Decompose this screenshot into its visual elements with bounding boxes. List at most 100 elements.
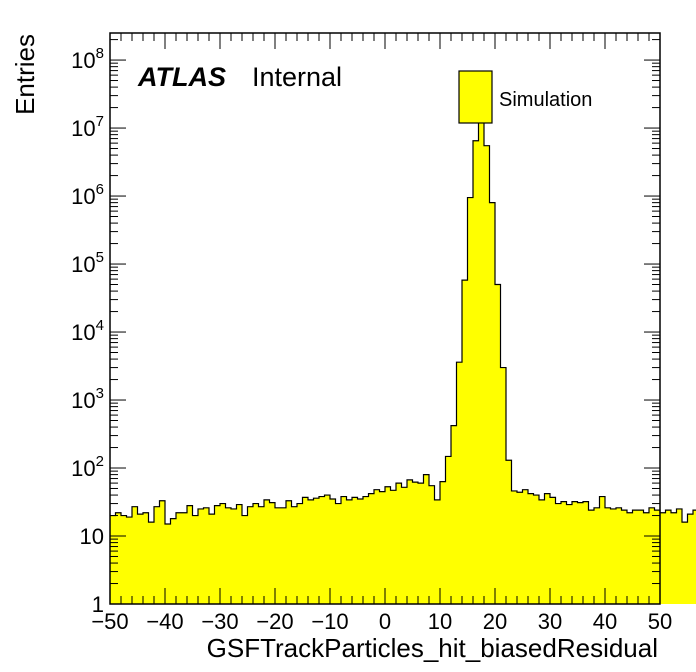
histogram-bar bbox=[605, 507, 611, 604]
histogram-bar bbox=[220, 503, 226, 604]
histogram-bar bbox=[253, 503, 259, 604]
histogram-bar bbox=[495, 284, 501, 604]
histogram-bar bbox=[654, 510, 661, 604]
histogram-bar bbox=[484, 145, 490, 604]
histogram-bar bbox=[522, 489, 529, 604]
histogram-bar bbox=[660, 512, 666, 604]
histogram-bar bbox=[148, 522, 155, 604]
histogram-bar bbox=[302, 497, 309, 604]
x-tick-label: 40 bbox=[593, 609, 617, 634]
histogram-bar bbox=[313, 498, 320, 604]
histogram-bar bbox=[440, 481, 446, 604]
histogram-bar bbox=[341, 496, 347, 604]
histogram-bar bbox=[308, 499, 314, 604]
x-tick-label: −40 bbox=[146, 609, 183, 634]
histogram-bar bbox=[566, 504, 573, 604]
histogram-bar bbox=[583, 501, 589, 604]
atlas-status-label: Internal bbox=[252, 62, 342, 92]
histogram-bar bbox=[275, 507, 281, 604]
histogram-bar bbox=[379, 491, 386, 604]
histogram-bar bbox=[286, 500, 292, 604]
histogram-bar bbox=[291, 506, 298, 604]
x-tick-label: −20 bbox=[256, 609, 293, 634]
histogram-bar bbox=[280, 507, 287, 604]
histogram-bar bbox=[643, 512, 650, 604]
histogram-bar bbox=[429, 485, 435, 604]
histogram-outline bbox=[110, 113, 696, 525]
histogram-bar bbox=[616, 507, 622, 604]
histogram-bar bbox=[357, 499, 364, 604]
histogram-bar bbox=[352, 497, 358, 604]
histogram-bar bbox=[649, 507, 655, 604]
histogram-bar bbox=[297, 503, 303, 604]
x-tick-label: 50 bbox=[648, 609, 672, 634]
histogram-bar bbox=[269, 502, 276, 604]
histogram-bar bbox=[154, 506, 160, 604]
x-tick-label: 20 bbox=[483, 609, 507, 634]
histogram-bar bbox=[170, 518, 177, 604]
y-tick-label: 103 bbox=[71, 385, 104, 413]
histogram-bar bbox=[346, 499, 353, 604]
histogram-bar bbox=[236, 504, 243, 604]
y-tick-label: 107 bbox=[71, 113, 104, 141]
histogram-bar bbox=[533, 495, 540, 604]
histogram-bar bbox=[676, 508, 683, 604]
histogram-bar bbox=[324, 495, 331, 604]
y-tick-label: 105 bbox=[71, 249, 104, 277]
histogram-bar bbox=[214, 505, 221, 604]
histogram-bar bbox=[247, 506, 254, 604]
histogram-bar bbox=[489, 202, 496, 604]
histogram-bar bbox=[176, 512, 182, 604]
legend-label-simulation: Simulation bbox=[499, 89, 592, 111]
histogram-bar bbox=[539, 499, 545, 604]
y-tick-label: 102 bbox=[71, 453, 104, 481]
histogram-bar bbox=[401, 487, 408, 604]
histogram-bar bbox=[225, 507, 232, 604]
legend: Simulation bbox=[458, 70, 592, 124]
histogram-bar bbox=[258, 506, 265, 604]
histogram-bar bbox=[110, 515, 116, 604]
x-tick-label: −10 bbox=[311, 609, 348, 634]
histogram-bar bbox=[467, 197, 474, 605]
histogram-bar bbox=[319, 496, 325, 604]
histogram-bar bbox=[610, 508, 617, 604]
y-axis-title: Entries bbox=[10, 34, 40, 115]
histogram-bar bbox=[335, 503, 342, 604]
histogram-bar bbox=[473, 140, 479, 604]
histogram-bar bbox=[687, 514, 694, 604]
histogram-bar bbox=[456, 362, 463, 604]
x-axis-title: GSFTrackParticles_hit_biasedResidual bbox=[207, 633, 658, 663]
histogram-bar bbox=[627, 512, 633, 604]
histogram-bar bbox=[121, 515, 127, 604]
histogram-bar bbox=[462, 280, 468, 604]
x-tick-label: −50 bbox=[91, 609, 128, 634]
histogram-bar bbox=[143, 512, 149, 604]
histogram-bar bbox=[671, 512, 677, 604]
histogram-bar bbox=[132, 506, 138, 604]
histogram-bar bbox=[264, 499, 270, 604]
histogram-bar bbox=[368, 493, 375, 604]
histogram-bar bbox=[555, 503, 562, 604]
histogram-bar bbox=[588, 510, 595, 604]
histogram-bar bbox=[500, 367, 507, 604]
histogram-bar bbox=[506, 460, 512, 604]
histogram-bar bbox=[434, 499, 441, 604]
histogram-bar bbox=[577, 502, 584, 604]
legend-swatch-simulation bbox=[458, 70, 493, 124]
histogram-bar bbox=[330, 499, 336, 604]
histogram-bar bbox=[412, 482, 419, 604]
histogram-bar bbox=[407, 479, 413, 604]
histogram-bar bbox=[209, 514, 215, 604]
histogram-bar bbox=[187, 505, 193, 604]
axis-ticks bbox=[109, 33, 661, 605]
x-tick-label: −30 bbox=[201, 609, 238, 634]
x-tick-labels: −50 −40 −30 −20 −10 0 10 20 30 40 50 bbox=[91, 609, 672, 634]
histogram-bar bbox=[423, 474, 430, 604]
histogram-bar bbox=[374, 489, 380, 604]
histogram-bar bbox=[451, 425, 457, 604]
histogram-bar bbox=[159, 500, 166, 604]
histogram-bar bbox=[550, 497, 556, 604]
histogram-bar bbox=[198, 508, 204, 604]
histogram-bar bbox=[665, 510, 672, 604]
